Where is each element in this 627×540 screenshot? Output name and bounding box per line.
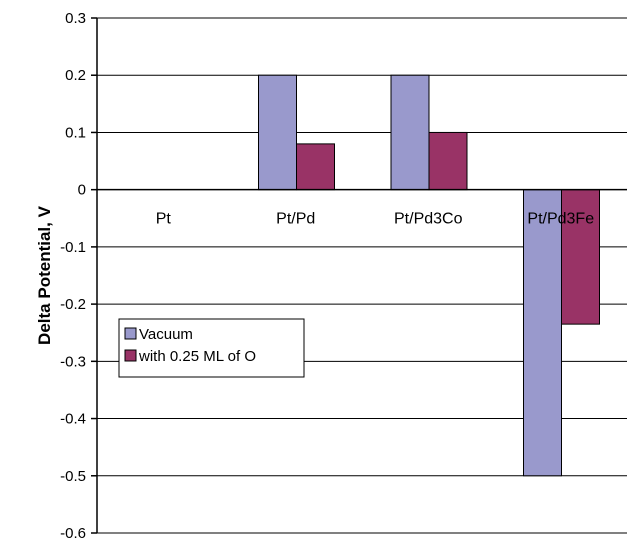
y-tick-label: -0.5: [60, 468, 86, 485]
legend-swatch-oxygen: [124, 349, 137, 362]
y-tick-label: -0.2: [60, 296, 86, 313]
bar-pt-pd3co-vacuum: [390, 74, 430, 191]
legend-swatch-vacuum: [124, 327, 137, 340]
y-tick-label: -0.3: [60, 353, 86, 370]
legend-label-oxygen: with 0.25 ML of O: [138, 348, 256, 365]
x-category-label: Pt/Pd3Fe: [527, 211, 594, 228]
legend-box: [118, 318, 305, 378]
legend-label-vacuum: Vacuum: [139, 326, 193, 343]
bar-pt-pd-oxygen: [296, 143, 335, 191]
y-axis-ticks: 0.3 0.2 0.1 0 -0.1 -0.2 -0.3 -0.4 -0.5 -0.6: [60, 10, 97, 540]
y-tick-label: -0.1: [60, 239, 86, 256]
x-category-label: Pt/Pd: [276, 211, 315, 228]
legend: Vacuum with 0.25 ML of O: [118, 318, 305, 378]
y-axis-label: Delta Potential, V: [35, 205, 54, 345]
bars: [258, 74, 600, 477]
y-tick-label: 0.1: [65, 124, 86, 141]
x-category-label: Pt: [156, 211, 172, 228]
y-tick-label: -0.6: [60, 525, 86, 540]
y-tick-label: 0.2: [65, 67, 86, 84]
y-tick-label: 0.3: [65, 10, 86, 27]
bar-pt-pd3co-oxygen: [428, 131, 468, 191]
bar-pt-pd-vacuum: [258, 74, 297, 191]
bar-pt-pd3fe-vacuum: [523, 189, 562, 477]
y-tick-label: 0: [78, 182, 86, 199]
category-labels: Pt Pt/Pd Pt/Pd3Co Pt/Pd3Fe: [156, 211, 595, 228]
y-tick-label: -0.4: [60, 411, 86, 428]
x-category-label: Pt/Pd3Co: [394, 211, 463, 228]
